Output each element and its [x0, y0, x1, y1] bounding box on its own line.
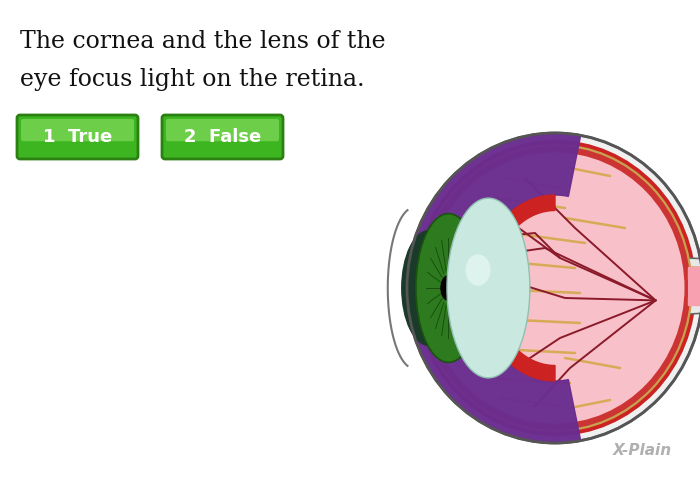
Ellipse shape	[440, 275, 456, 301]
Text: 1  True: 1 True	[43, 128, 112, 146]
Ellipse shape	[460, 273, 476, 303]
Polygon shape	[478, 195, 555, 381]
Text: X-Plain: X-Plain	[613, 443, 672, 458]
Text: 2  False: 2 False	[184, 128, 261, 146]
Ellipse shape	[466, 254, 491, 286]
FancyBboxPatch shape	[162, 115, 283, 159]
Text: The cornea and the lens of the: The cornea and the lens of the	[20, 30, 386, 53]
Text: eye focus light on the retina.: eye focus light on the retina.	[20, 68, 365, 91]
Ellipse shape	[426, 152, 685, 424]
Ellipse shape	[414, 140, 696, 436]
Polygon shape	[688, 258, 700, 314]
Ellipse shape	[407, 133, 700, 443]
Ellipse shape	[401, 230, 457, 346]
Polygon shape	[688, 267, 700, 305]
Ellipse shape	[419, 146, 690, 430]
Polygon shape	[688, 280, 700, 297]
FancyBboxPatch shape	[17, 115, 138, 159]
Ellipse shape	[417, 144, 692, 432]
FancyBboxPatch shape	[166, 119, 279, 141]
Ellipse shape	[416, 214, 481, 362]
Polygon shape	[407, 133, 581, 443]
Polygon shape	[688, 267, 700, 305]
FancyBboxPatch shape	[21, 119, 134, 141]
Ellipse shape	[447, 198, 530, 378]
